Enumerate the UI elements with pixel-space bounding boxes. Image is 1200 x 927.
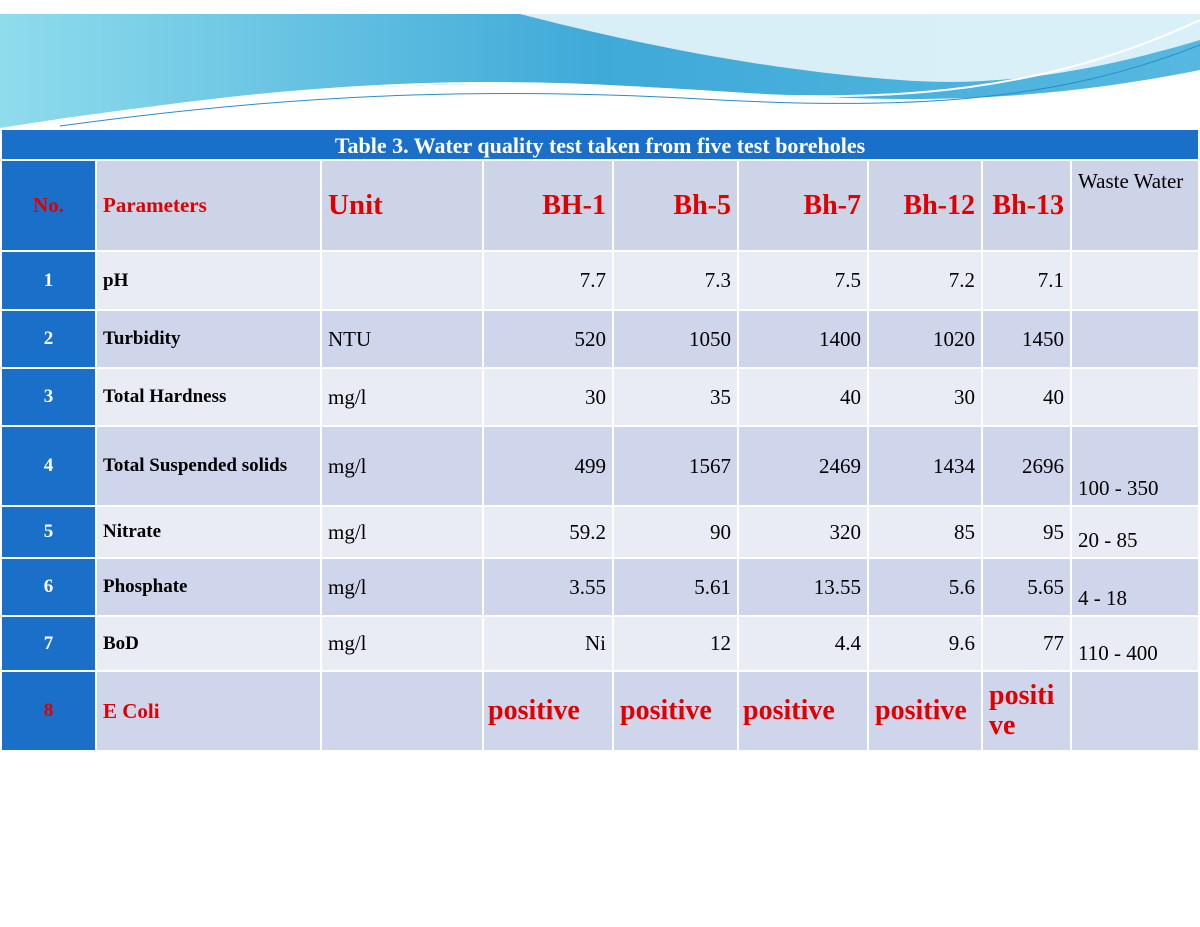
table-cell: Total Hardness <box>97 369 320 425</box>
table-cell: 90 <box>614 507 737 557</box>
table-cell: E Coli <box>97 672 320 750</box>
table-cell: 30 <box>484 369 612 425</box>
table-cell: Nitrate <box>97 507 320 557</box>
table-row: 4 Total Suspended solids mg/l 499 1567 2469 14… <box>2 427 1199 505</box>
table-cell: Phosphate <box>97 559 320 615</box>
table-cell: mg/l <box>322 507 482 557</box>
table-cell: 1400 <box>739 311 867 367</box>
table-cell: 110 - 400 <box>1072 617 1199 670</box>
empty-cell <box>1072 252 1199 309</box>
header-row: No. Parameters Unit BH-1 Bh-5 Bh-7 Bh-12 Bh-13 W… <box>2 161 1199 250</box>
table-cell: 7.2 <box>869 252 981 309</box>
empty-cell <box>1072 369 1199 425</box>
table-cell: 85 <box>869 507 981 557</box>
table-cell: 3.55 <box>484 559 612 615</box>
table-cell: 7.1 <box>983 252 1070 309</box>
table-cell: 1434 <box>869 427 981 505</box>
table-cell: mg/l <box>322 617 482 670</box>
table-cell: 100 - 350 <box>1072 427 1199 505</box>
header-cell: Bh-7 <box>739 161 867 250</box>
wave-highlight <box>520 14 1200 82</box>
table-cell: mg/l <box>322 427 482 505</box>
header-cell: Unit <box>322 161 482 250</box>
table-cell: 13.55 <box>739 559 867 615</box>
header-wave <box>0 14 1200 128</box>
table-title: Table 3. Water quality test taken from f… <box>2 130 1199 159</box>
table-cell: Ni <box>484 617 612 670</box>
table-cell: 40 <box>983 369 1070 425</box>
table-cell: 59.2 <box>484 507 612 557</box>
data-table: Table 3. Water quality test taken from f… <box>0 128 1200 752</box>
header-cell: Parameters <box>97 161 320 250</box>
table-cell: positive <box>869 672 981 750</box>
table-cell: 4 - 18 <box>1072 559 1199 615</box>
table-cell: pH <box>97 252 320 309</box>
table-cell: 499 <box>484 427 612 505</box>
table-cell: mg/l <box>322 369 482 425</box>
table-cell: positive <box>614 672 737 750</box>
table-cell: positive <box>983 672 1070 750</box>
table-cell: 7.5 <box>739 252 867 309</box>
wave-line <box>59 44 1200 127</box>
table-cell: 30 <box>869 369 981 425</box>
title-row: Table 3. Water quality test taken from f… <box>2 130 1199 159</box>
table-cell: 2696 <box>983 427 1070 505</box>
header-cell: Waste Water <box>1072 161 1199 250</box>
table-cell: 5.6 <box>869 559 981 615</box>
table-cell: 7 <box>2 617 95 670</box>
table-cell: 35 <box>614 369 737 425</box>
table-cell: 1020 <box>869 311 981 367</box>
empty-cell <box>322 252 482 309</box>
empty-cell <box>1072 672 1199 750</box>
wave-line <box>39 19 1200 126</box>
table-row: 3 Total Hardness mg/l 30 35 40 30 40 <box>2 369 1199 425</box>
table-cell: 1050 <box>614 311 737 367</box>
table-cell: 5.61 <box>614 559 737 615</box>
table-cell: 1450 <box>983 311 1070 367</box>
table-cell: 6 <box>2 559 95 615</box>
table-cell: 2 <box>2 311 95 367</box>
table-cell: 9.6 <box>869 617 981 670</box>
table-cell: 8 <box>2 672 95 750</box>
table-cell: 40 <box>739 369 867 425</box>
table-cell: 520 <box>484 311 612 367</box>
table-cell: 5 <box>2 507 95 557</box>
table-cell: 320 <box>739 507 867 557</box>
table-cell: positive <box>739 672 867 750</box>
table-row: 2 Turbidity NTU 520 1050 1400 1020 1450 <box>2 311 1199 367</box>
empty-cell <box>1072 311 1199 367</box>
table-cell: 20 - 85 <box>1072 507 1199 557</box>
table-cell: Turbidity <box>97 311 320 367</box>
table-cell: 1 <box>2 252 95 309</box>
table-cell: 1567 <box>614 427 737 505</box>
table-row: 5 Nitrate mg/l 59.2 90 320 85 95 20 - 85 <box>2 507 1199 557</box>
table-cell: mg/l <box>322 559 482 615</box>
table-row: 7 BoD mg/l Ni 12 4.4 9.6 77 110 - 400 <box>2 617 1199 670</box>
empty-cell <box>322 672 482 750</box>
table-row: 1 pH 7.7 7.3 7.5 7.2 7.1 <box>2 252 1199 309</box>
header-cell: No. <box>2 161 95 250</box>
header-cell: Bh-13 <box>983 161 1070 250</box>
table-cell: 7.3 <box>614 252 737 309</box>
header-cell: BH-1 <box>484 161 612 250</box>
table-cell: 3 <box>2 369 95 425</box>
table-cell: 12 <box>614 617 737 670</box>
table-cell: 5.65 <box>983 559 1070 615</box>
table-cell: 95 <box>983 507 1070 557</box>
table-cell: 4 <box>2 427 95 505</box>
header-cell: Bh-12 <box>869 161 981 250</box>
table-cell: 2469 <box>739 427 867 505</box>
table-cell: positive <box>484 672 612 750</box>
header-cell: Bh-5 <box>614 161 737 250</box>
table-cell: 77 <box>983 617 1070 670</box>
table-cell: Total Suspended solids <box>97 427 320 505</box>
table-cell: 7.7 <box>484 252 612 309</box>
table-cell: BoD <box>97 617 320 670</box>
table-cell: NTU <box>322 311 482 367</box>
table-cell: 4.4 <box>739 617 867 670</box>
table-row: 6 Phosphate mg/l 3.55 5.61 13.55 5.6 5.65 4 - 18 <box>2 559 1199 615</box>
